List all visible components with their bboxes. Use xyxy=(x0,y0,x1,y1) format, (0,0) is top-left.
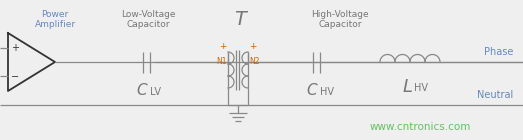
Text: +: + xyxy=(249,42,256,51)
Text: C: C xyxy=(137,83,147,98)
Text: C: C xyxy=(306,83,317,98)
Text: −: − xyxy=(11,72,19,82)
Text: Neutral: Neutral xyxy=(477,90,513,100)
Text: High-Voltage
Capacitor: High-Voltage Capacitor xyxy=(311,10,369,29)
Text: LV: LV xyxy=(150,87,161,97)
Text: T: T xyxy=(234,10,246,29)
Text: N1: N1 xyxy=(217,57,227,66)
Text: N2: N2 xyxy=(249,57,259,66)
Text: L: L xyxy=(403,78,413,96)
Text: www.cntronics.com: www.cntronics.com xyxy=(369,122,471,132)
Text: +: + xyxy=(11,43,19,53)
Text: HV: HV xyxy=(414,83,428,93)
Text: +: + xyxy=(220,42,227,51)
Text: Phase: Phase xyxy=(484,47,513,57)
Text: HV: HV xyxy=(320,87,334,97)
Text: Low-Voltage
Capacitor: Low-Voltage Capacitor xyxy=(121,10,175,29)
Text: Power
Amplifier: Power Amplifier xyxy=(35,10,75,29)
